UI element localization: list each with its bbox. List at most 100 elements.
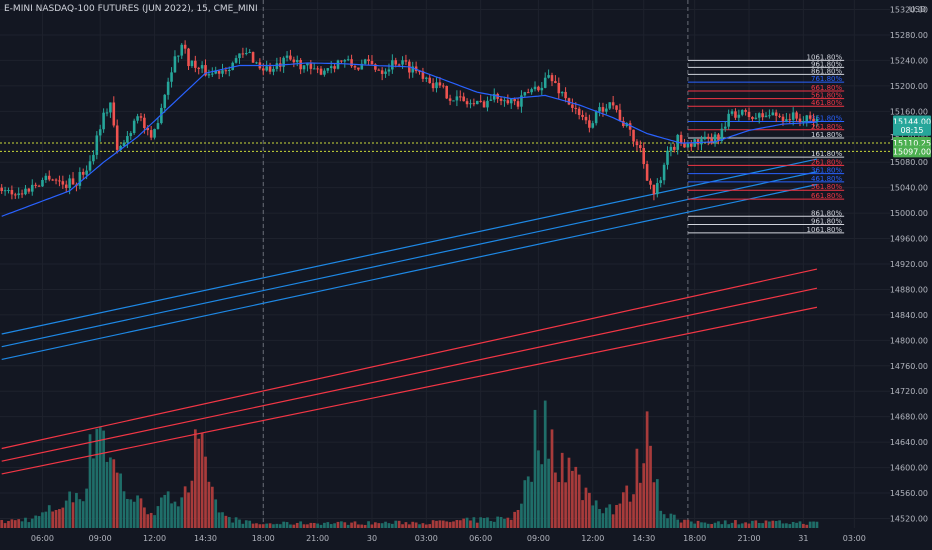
price-tick-label: 15080.00 — [890, 158, 928, 167]
volume-bar — [771, 520, 775, 528]
candle-body — [530, 89, 533, 93]
volume-bar — [353, 521, 357, 528]
volume-bar — [744, 522, 747, 528]
volume-bar — [95, 428, 99, 528]
fib-level-label: 661.80% — [811, 84, 842, 92]
candle-body — [730, 111, 734, 114]
candle-body — [781, 116, 785, 121]
candle-body — [24, 188, 27, 195]
candle-body — [272, 68, 275, 72]
candle-body — [673, 146, 676, 150]
candle-body — [51, 179, 54, 181]
candle-body — [533, 86, 537, 90]
currency-label: USD — [908, 5, 926, 14]
volume-bar — [764, 520, 768, 528]
candle-body — [251, 52, 255, 63]
candle-body — [608, 102, 612, 109]
candle-body — [649, 180, 652, 185]
volume-bar — [523, 480, 527, 528]
candle-body — [618, 109, 622, 121]
volume-bar — [598, 509, 601, 528]
volume-bar — [193, 429, 197, 528]
candle-body — [645, 164, 649, 181]
time-tick-label: 06:00 — [469, 534, 492, 543]
price-axis-bg — [890, 0, 932, 550]
volume-bar — [574, 466, 578, 528]
candle-body — [455, 96, 459, 101]
volume-bar — [540, 464, 544, 528]
candle-body — [475, 100, 479, 105]
volume-bar — [302, 524, 306, 528]
candle-body — [146, 128, 150, 131]
candle-body — [458, 96, 462, 98]
price-tick-label: 15160.00 — [890, 107, 928, 116]
candle-body — [686, 143, 690, 148]
volume-bar — [564, 482, 567, 528]
candle-body — [360, 63, 364, 70]
price-label-text: 15110.25 — [893, 139, 931, 148]
volume-bar — [547, 458, 550, 528]
candle-body — [482, 101, 486, 108]
volume-bar — [258, 524, 262, 528]
volume-bar — [761, 523, 764, 528]
volume-bar — [815, 521, 819, 528]
volume-bar — [601, 513, 605, 528]
price-label-box — [893, 123, 931, 136]
volume-bar — [672, 514, 676, 528]
volume-bar — [693, 523, 697, 528]
price-axis[interactable]: 15320.00 15280.00 15240.00 15200.00 15160.00… — [890, 0, 932, 550]
candle-body — [54, 179, 58, 181]
volume-bar — [244, 520, 248, 528]
candle-body — [564, 91, 567, 99]
volume-bar — [703, 522, 707, 528]
volume-bar — [102, 430, 105, 528]
time-tick-label: 21:00 — [737, 534, 760, 543]
candle-body — [537, 86, 540, 91]
volume-bar — [397, 520, 401, 528]
volume-bar — [486, 517, 489, 528]
volume-bar — [367, 521, 370, 528]
volume-bar — [44, 511, 48, 528]
candle-body — [244, 53, 248, 55]
volume-bar — [608, 504, 612, 528]
candle-body — [421, 71, 425, 79]
volume-bar — [509, 519, 513, 528]
candle-body — [10, 190, 14, 195]
candle-body — [751, 116, 754, 119]
volume-bar — [452, 521, 455, 528]
candle-body — [224, 70, 228, 72]
time-tick-label: 03:00 — [415, 534, 438, 543]
volume-bar — [346, 524, 350, 528]
volume-bar — [455, 519, 459, 528]
volume-bar — [363, 524, 367, 528]
candle-body — [526, 92, 530, 94]
time-tick-label: 12:00 — [143, 534, 166, 543]
candle-body — [435, 82, 438, 89]
candle-body — [445, 85, 448, 99]
chart-title: E-MINI NASDAQ-100 FUTURES (JUN 2022), 15… — [4, 4, 258, 14]
fib-level-label: 861.80% — [811, 209, 842, 217]
candle-body — [805, 115, 809, 122]
candle-body — [737, 114, 741, 118]
candle-body — [312, 68, 316, 70]
candle-body — [41, 179, 44, 187]
time-axis[interactable]: 06:00 09:00 12:00 14:30 18:00 21:00 30 03:00 06:… — [0, 528, 932, 550]
time-tick-label: 14:30 — [632, 534, 655, 543]
volume-bar — [666, 518, 669, 528]
candle-body — [503, 100, 506, 102]
volume-bar — [210, 486, 214, 528]
volume-bar — [659, 510, 663, 528]
time-tick-label: 30 — [367, 534, 377, 543]
volume-bar — [791, 521, 795, 528]
fibonacci-extension-levels[interactable]: 1061.80%961.80%861.80%761.80%661.80%561.… — [687, 53, 845, 234]
candle-body — [452, 100, 455, 102]
candle-body — [567, 98, 571, 105]
volume-bar — [720, 524, 724, 528]
candle-body — [255, 62, 258, 64]
candle-body — [713, 134, 717, 144]
volume-bar — [645, 411, 649, 528]
candle-body — [757, 113, 761, 118]
candle-body — [401, 60, 404, 65]
candle-body — [428, 77, 432, 84]
